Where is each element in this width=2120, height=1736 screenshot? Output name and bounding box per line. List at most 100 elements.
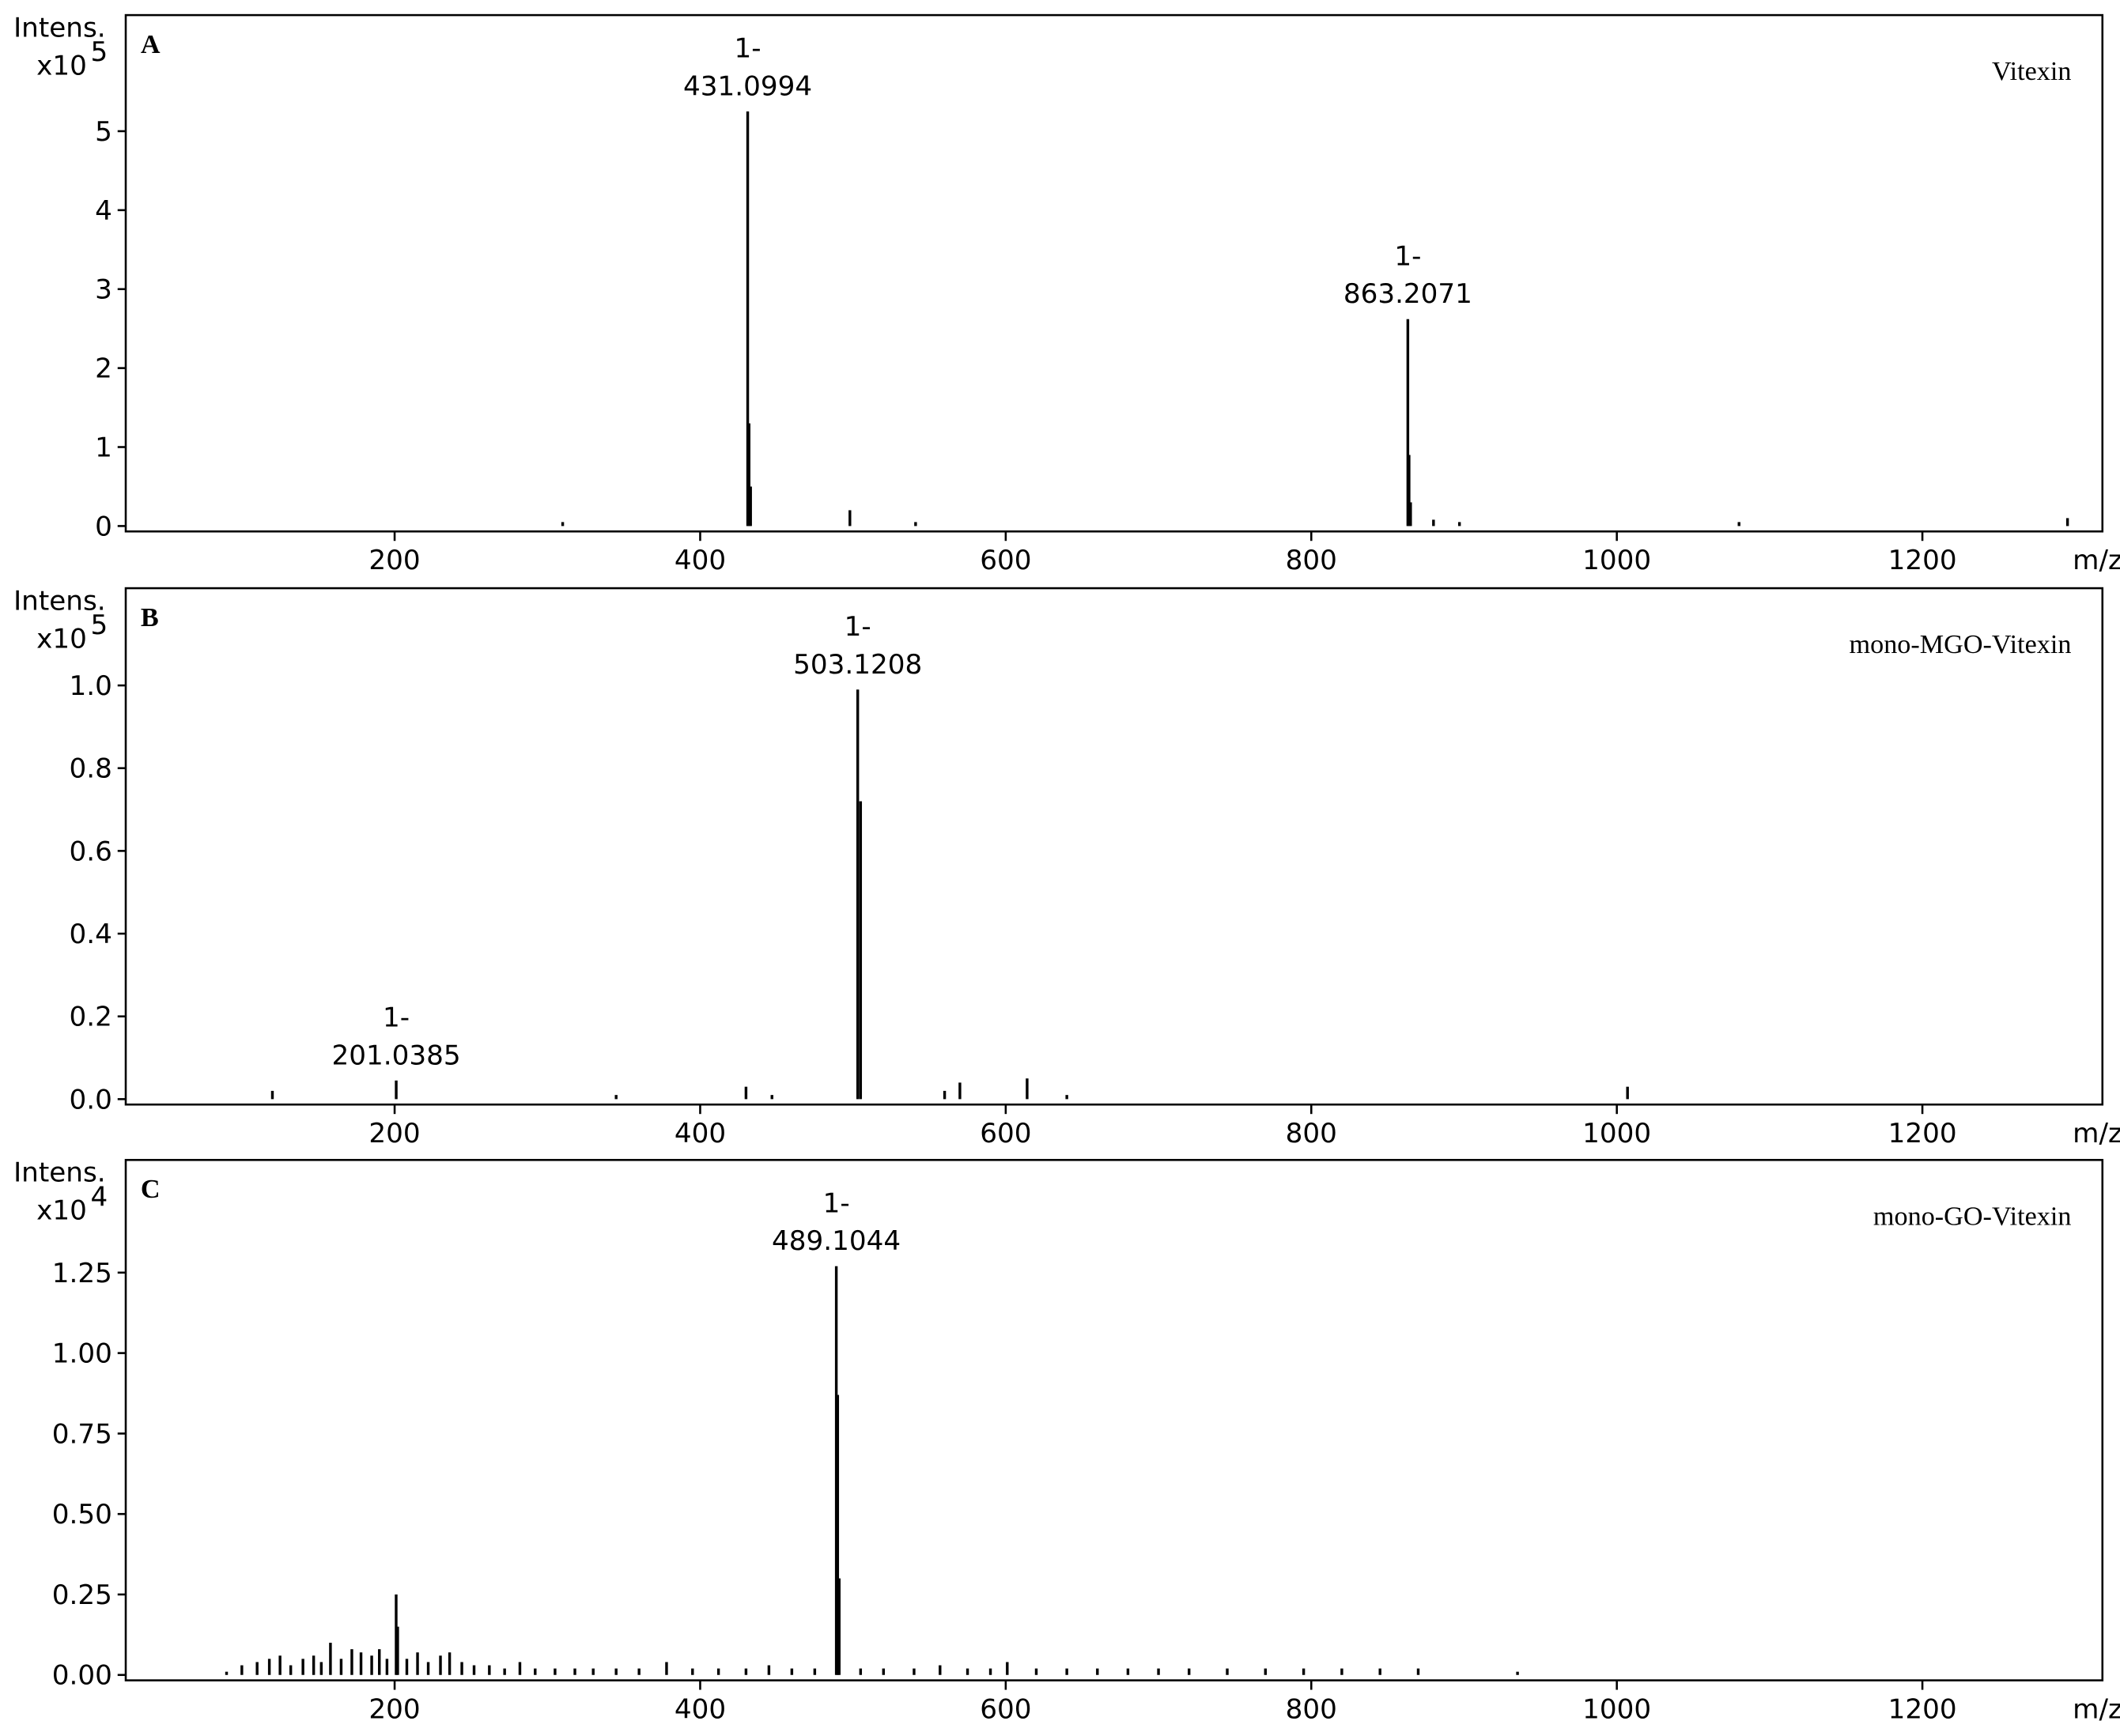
peak (370, 1655, 373, 1675)
peak (913, 1668, 916, 1675)
peak (359, 1652, 363, 1675)
x-tick-label: 1200 (1888, 1118, 1957, 1149)
peak (270, 1090, 274, 1100)
peak-mz: 863.2071 (1343, 278, 1472, 310)
peak (770, 1095, 773, 1100)
y-tick-label: 0.50 (52, 1499, 112, 1530)
peak (1302, 1668, 1306, 1675)
peak (301, 1659, 304, 1675)
y-tick-label: 1 (95, 432, 112, 463)
panel-letter: B (141, 603, 159, 632)
x-tick-label: 800 (1286, 1118, 1337, 1149)
peak (319, 1662, 323, 1675)
peak (747, 423, 750, 526)
peak (1340, 1668, 1343, 1675)
peak (836, 1394, 840, 1675)
peak (882, 1668, 886, 1675)
x-tick-label: 600 (980, 545, 1031, 576)
x-tick-label: 1000 (1582, 1693, 1651, 1725)
peak (943, 1090, 947, 1100)
peak (339, 1659, 343, 1675)
peak-mz: 431.0994 (683, 70, 812, 102)
peak (350, 1649, 353, 1675)
y-multiplier: x10 (36, 50, 87, 81)
peak (1406, 319, 1410, 526)
peak (448, 1652, 452, 1675)
y-exponent: 5 (91, 36, 108, 68)
x-tick-label: 200 (368, 1118, 420, 1149)
peak (1187, 1668, 1191, 1675)
peak (255, 1662, 259, 1675)
peak (637, 1668, 641, 1675)
y-tick-label: 1.0 (70, 670, 112, 702)
y-tick-label: 1.00 (52, 1338, 112, 1370)
peak (426, 1662, 430, 1675)
peak (1065, 1668, 1068, 1675)
peak (2065, 518, 2069, 526)
peak (518, 1662, 522, 1675)
x-tick-label: 200 (368, 1693, 420, 1725)
peak (1026, 1078, 1029, 1100)
plot-frame (124, 587, 2104, 1106)
y-tick-label: 0.25 (52, 1579, 112, 1611)
x-tick-label: 1200 (1888, 1693, 1957, 1725)
peak (278, 1655, 282, 1675)
panel-letter: C (141, 1175, 161, 1204)
y-axis-label: Intens. (13, 12, 106, 43)
peak (1737, 522, 1740, 526)
peak (1157, 1668, 1160, 1675)
panel-title: mono-GO-Vitexin (1873, 1202, 2072, 1231)
y-exponent: 5 (91, 609, 108, 641)
peak (744, 1086, 748, 1100)
y-tick-label: 0.2 (70, 1002, 112, 1033)
plot-frame (124, 13, 2104, 533)
peak (859, 1668, 863, 1675)
peak-charge: 1- (1394, 240, 1421, 272)
y-axis-label: Intens. (13, 585, 106, 617)
peak (1034, 1668, 1038, 1675)
peak-charge: 1- (845, 611, 871, 643)
peak (554, 1668, 557, 1675)
panel-title: Vitexin (1992, 57, 2072, 86)
peak (958, 1082, 962, 1100)
peak (416, 1652, 419, 1675)
peak (1264, 1668, 1268, 1675)
peak-mz: 503.1208 (793, 649, 922, 681)
peak (856, 689, 860, 1100)
x-tick-label: 200 (368, 545, 420, 576)
x-tick-label: 800 (1286, 545, 1337, 576)
peak (1226, 1668, 1229, 1675)
peak (834, 1266, 838, 1675)
peak (914, 522, 917, 526)
peak (813, 1668, 817, 1675)
peak (395, 1594, 398, 1675)
x-tick-label: 600 (980, 1693, 1031, 1725)
x-tick-label: 800 (1286, 1693, 1337, 1725)
y-tick-label: 0.0 (70, 1084, 112, 1115)
peak (1096, 1668, 1099, 1675)
peak (573, 1668, 576, 1675)
peak (395, 1080, 398, 1100)
peak (503, 1668, 506, 1675)
y-tick-label: 0.00 (52, 1660, 112, 1692)
peak (240, 1665, 244, 1675)
peak (837, 1578, 841, 1675)
peak (848, 510, 852, 526)
peak (614, 1668, 618, 1675)
peak (312, 1655, 316, 1675)
x-tick-label: 400 (675, 545, 726, 576)
peak (859, 801, 863, 1100)
peak-charge: 1- (734, 33, 761, 65)
peak (749, 486, 752, 526)
y-exponent: 4 (91, 1181, 108, 1213)
x-axis-label: m/z (2073, 1693, 2120, 1725)
y-tick-label: 1.25 (52, 1258, 112, 1289)
peak (746, 111, 750, 526)
peak (790, 1668, 794, 1675)
y-tick-label: 0 (95, 511, 112, 542)
peak (329, 1643, 332, 1675)
y-multiplier: x10 (36, 623, 87, 655)
plot-frame (124, 1159, 2104, 1681)
peak (744, 1668, 748, 1675)
peak (1516, 1671, 1519, 1675)
